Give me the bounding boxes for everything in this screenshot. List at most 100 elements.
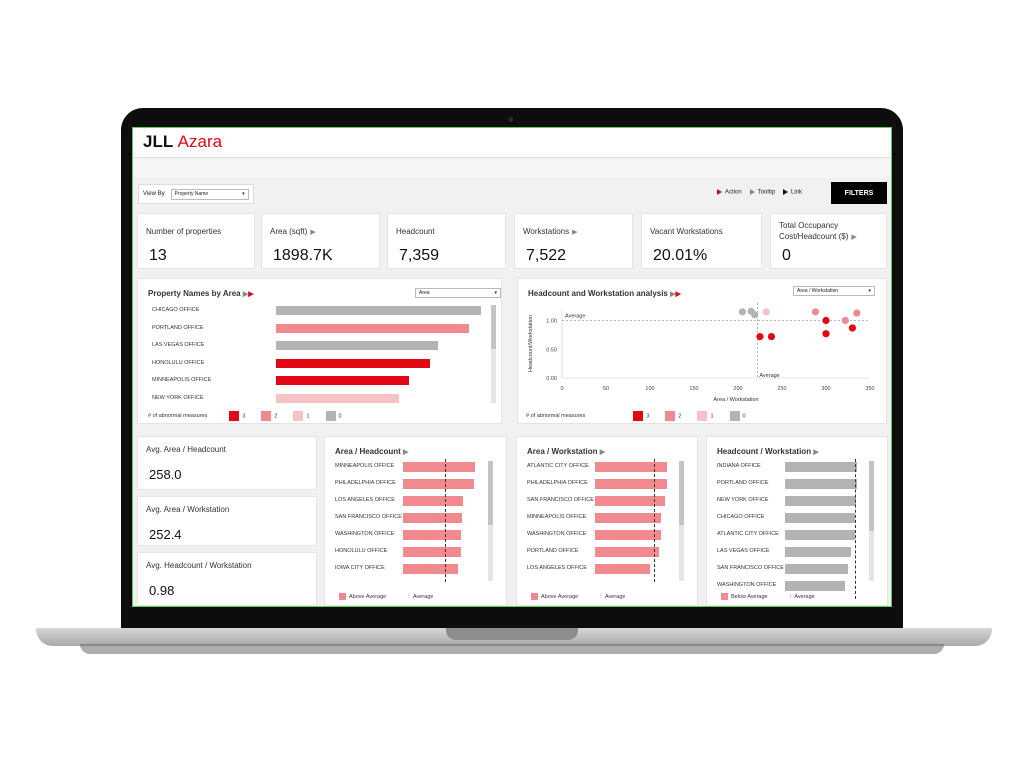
kpi-card[interactable]: Headcount 7,359: [387, 213, 506, 269]
scatter-point[interactable]: [811, 308, 820, 316]
metric-value: 252.4: [149, 527, 182, 542]
kpi-value: 0: [782, 247, 791, 264]
kpi-value: 7,359: [399, 247, 440, 264]
scatter-point[interactable]: [853, 309, 861, 317]
tooltip-icon[interactable]: ▶: [403, 449, 409, 456]
bar[interactable]: [595, 564, 651, 574]
filters-button[interactable]: FILTERS: [831, 182, 887, 204]
bar[interactable]: [785, 496, 856, 506]
property-area-scrollbar[interactable]: [491, 305, 496, 403]
bar[interactable]: [403, 513, 463, 523]
scroll-thumb[interactable]: [491, 305, 496, 349]
action-icon[interactable]: ▶: [675, 291, 681, 298]
bar[interactable]: [785, 479, 857, 489]
bar[interactable]: [785, 462, 857, 472]
bar[interactable]: [403, 479, 475, 489]
metric-card[interactable]: Avg. Headcount / Workstation 0.98: [137, 552, 317, 606]
metric-card[interactable]: Avg. Area / Headcount 258.0: [137, 436, 317, 490]
kpi-card[interactable]: Workstations ▶ 7,522: [514, 213, 633, 269]
tooltip-icon[interactable]: ▶: [310, 229, 316, 236]
area-headcount-scrollbar[interactable]: [488, 461, 493, 581]
kpi-label: Vacant Workstations: [650, 227, 723, 236]
bar[interactable]: [403, 564, 459, 574]
bar[interactable]: [276, 306, 481, 315]
legend-swatch: [729, 411, 740, 421]
scatter-point[interactable]: [841, 316, 849, 325]
kpi-card[interactable]: Vacant Workstations 20.01%: [641, 213, 762, 269]
bar[interactable]: [595, 479, 667, 489]
area-headcount-panel: Area / Headcount ▶ MINNEAPOLIS OFFICE PHI…: [324, 436, 507, 606]
bar[interactable]: [276, 323, 469, 333]
action-icon[interactable]: ▶: [248, 291, 254, 298]
scatter-point[interactable]: [822, 330, 830, 338]
bar[interactable]: [785, 547, 852, 557]
area-workstation-panel: Area / Workstation ▶ ATLANTIC CITY OFFIC…: [516, 436, 698, 606]
bar[interactable]: [595, 496, 665, 506]
legend-item: 1: [697, 411, 714, 421]
bar[interactable]: [785, 530, 855, 540]
bar[interactable]: [276, 393, 399, 403]
bar[interactable]: [276, 341, 438, 350]
bar[interactable]: [595, 513, 662, 523]
scatter-dropdown[interactable]: Area / Workstation ▾: [793, 286, 875, 296]
legend-item: 2: [665, 411, 681, 421]
bar-label: ATLANTIC CITY OFFICE: [527, 463, 589, 469]
legend-item: 0: [325, 411, 342, 421]
action-icon[interactable]: ▶: [670, 291, 676, 298]
scroll-thumb[interactable]: [488, 461, 493, 525]
legend-swatch: [633, 411, 644, 421]
tooltip-icon[interactable]: ▶: [851, 234, 857, 241]
scatter-point[interactable]: [848, 324, 856, 332]
bar[interactable]: [403, 462, 475, 472]
camera-icon: [508, 117, 513, 122]
scroll-thumb[interactable]: [869, 461, 874, 531]
scatter-point[interactable]: [738, 308, 746, 316]
bar-label: LAS VEGAS OFFICE: [717, 548, 770, 554]
kpi-card[interactable]: Area (sqft) ▶ 1898.7K: [261, 213, 380, 269]
legend-item-label: 1: [710, 413, 714, 420]
x-tick-label: 350: [865, 386, 874, 392]
tooltip-icon[interactable]: ▶: [572, 229, 578, 236]
scatter-point[interactable]: [822, 316, 830, 325]
metric-card[interactable]: Avg. Area / Workstation 252.4: [137, 496, 317, 546]
metric-label: Avg. Headcount / Workstation: [146, 561, 252, 570]
kpi-label: Headcount: [396, 227, 435, 236]
tooltip-icon[interactable]: ▶: [813, 449, 819, 456]
legend-average: Average: [604, 593, 626, 600]
scatter-dropdown-value: Area / Workstation: [797, 288, 839, 294]
scroll-thumb[interactable]: [679, 461, 684, 525]
area-workstation-scrollbar[interactable]: [679, 461, 684, 581]
legend-item-label: 0: [742, 413, 746, 420]
bar[interactable]: [595, 530, 662, 540]
scatter-point[interactable]: [751, 311, 759, 319]
scatter-point[interactable]: [767, 333, 776, 341]
bar[interactable]: [595, 462, 667, 472]
bar[interactable]: [276, 358, 430, 368]
kpi-label: Number of properties: [146, 227, 222, 236]
area-workstation-legend: Above Average ⋮ Average: [531, 593, 625, 600]
scatter-point[interactable]: [756, 333, 764, 341]
scatter-chart: 1.00 0.50 0.000 50 100 150 200 250 300 350 Area / …: [528, 303, 875, 403]
bar[interactable]: [785, 564, 848, 574]
tooltip-icon[interactable]: ▶: [599, 449, 606, 456]
kpi-card[interactable]: Total Occupancy Cost/Headcount ($) ▶ 0: [770, 213, 887, 269]
view-by-select[interactable]: Property Name ▾: [170, 188, 249, 200]
average-line-icon: ⋮: [787, 593, 795, 600]
headcount-workstation-scrollbar[interactable]: [869, 461, 874, 581]
action-icon[interactable]: ▶: [242, 291, 249, 298]
bar[interactable]: [403, 547, 461, 557]
bar[interactable]: [785, 513, 855, 523]
bar[interactable]: [595, 547, 660, 557]
headcount-workstation-title: Headcount / Workstation ▶: [717, 447, 819, 456]
bar[interactable]: [403, 530, 461, 540]
app-logo[interactable]: JLL Azara: [143, 132, 222, 152]
scatter-point[interactable]: [762, 308, 770, 316]
property-area-dropdown[interactable]: Area ▾: [415, 288, 501, 298]
kpi-card[interactable]: Number of properties 13: [137, 213, 255, 269]
bar[interactable]: [403, 496, 464, 506]
view-by-label: View By: [143, 191, 165, 197]
bar-label: SAN FRANCISCO OFFICE: [527, 497, 594, 503]
bar[interactable]: [276, 376, 410, 385]
average-label-y: Average: [565, 314, 585, 320]
bar[interactable]: [785, 581, 845, 591]
